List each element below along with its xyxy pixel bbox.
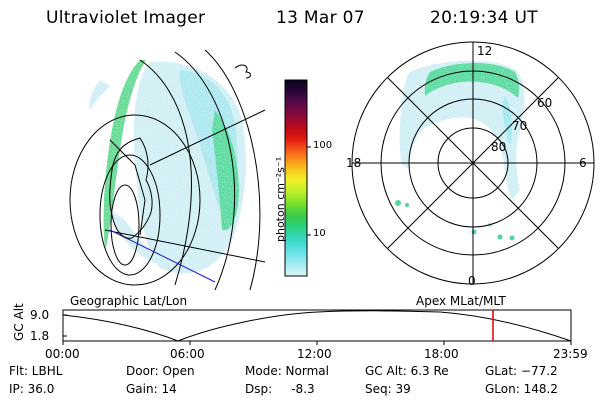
- timeline-xtick-2359: 23:59: [553, 347, 588, 361]
- timeline-xtick-1200: 12:00: [297, 347, 332, 361]
- mlt-label-dawn: 6: [579, 156, 587, 170]
- geographic-caption: Geographic Lat/Lon: [70, 294, 188, 308]
- mode-status: Mode: Normal: [245, 364, 329, 378]
- lat-circle-inner: [110, 184, 140, 266]
- polar-emission-spot: [395, 200, 401, 206]
- door-status: Door: Open: [126, 364, 195, 378]
- parallel-2: [149, 109, 266, 166]
- gc-alt-curve: [62, 310, 572, 342]
- glon-status: GLon: 148.2: [485, 382, 558, 396]
- gc-alt-status: GC Alt: 6.3 Re: [365, 364, 449, 378]
- coastline: [109, 137, 153, 239]
- gain-status: Gain: 14: [126, 382, 177, 396]
- lat-circle-mid: [99, 154, 161, 276]
- colorbar-tick-label-10: 10: [313, 228, 326, 239]
- timeline-ytick-top: 9.0: [30, 308, 50, 322]
- mlat-label-80: 80: [491, 140, 507, 154]
- colorbar-gradient: [284, 79, 308, 277]
- meridian-1: [139, 59, 192, 286]
- terminator-line: [109, 229, 216, 283]
- glat-status: GLat: −77.2: [485, 364, 558, 378]
- seq-status: Seq: 39: [365, 382, 411, 396]
- timeline-frame: [62, 309, 572, 342]
- observation-time: 20:19:34 UT: [430, 8, 538, 28]
- timeline-ytick-bottom: 1.8: [30, 329, 50, 343]
- polar-diagonal-2: [387, 77, 559, 249]
- coastline-fragment: [234, 64, 251, 79]
- mlt-label-noon: 12: [477, 44, 493, 58]
- timeline-ylabel: GC Alt: [12, 303, 26, 341]
- mlt-label-midnight: 0: [468, 274, 476, 288]
- observation-date: 13 Mar 07: [276, 8, 365, 28]
- lat-circle-outer: [69, 114, 201, 286]
- mlat-label-60: 60: [537, 96, 553, 110]
- meridian-3: [204, 49, 261, 290]
- instrument-title: Ultraviolet Imager: [46, 8, 206, 28]
- filter-status: Flt: LBHL: [9, 364, 63, 378]
- mlt-label-dusk: 18: [346, 156, 362, 170]
- colorbar-tick-label-100: 100: [313, 140, 333, 151]
- apex-caption: Apex MLat/MLT: [416, 294, 506, 308]
- timeline-xtick-1800: 18:00: [424, 347, 459, 361]
- timeline-xtick-0600: 06:00: [170, 347, 205, 361]
- mlat-label-70: 70: [512, 119, 528, 133]
- timeline-xtick-0000: 00:00: [45, 347, 80, 361]
- ip-status: IP: 36.0: [9, 382, 55, 396]
- dsp-status: Dsp: -8.3: [245, 382, 315, 396]
- parallel-1: [104, 229, 266, 263]
